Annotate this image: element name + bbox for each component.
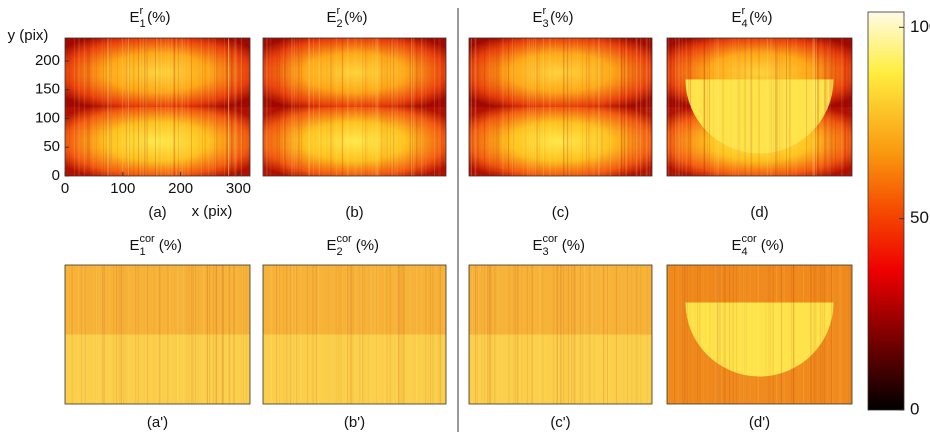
y-tick-label: 100: [35, 109, 60, 126]
panel-title: E1r (%): [130, 5, 171, 30]
panel-frame: [262, 264, 447, 405]
title-letter: E: [533, 9, 543, 26]
title-sub: 2: [337, 18, 343, 30]
panel-caption: (c'): [550, 414, 570, 431]
title-letter: E: [327, 237, 337, 254]
title-sub: 1: [140, 18, 146, 30]
panel-caption: (b): [345, 204, 363, 221]
heatmap-lower: [263, 107, 446, 176]
panel-caption: (a'): [147, 414, 168, 431]
title-sub: 2: [337, 246, 343, 258]
panel-title: E3r (%): [533, 5, 574, 30]
panel-frame: [666, 264, 853, 405]
heatmap-upper: [469, 265, 652, 335]
y-tick-label: 0: [52, 167, 60, 184]
title-sup: cor: [336, 233, 352, 245]
colorbar-tick-label: 0: [910, 399, 919, 418]
x-tick-label: 300: [226, 180, 251, 197]
x-axis-label: x (pix): [192, 203, 233, 220]
title-letter: E: [130, 9, 140, 26]
title-sup: cor: [542, 233, 558, 245]
panel-title: E4cor (%): [732, 233, 785, 258]
heatmap-upper: [65, 38, 250, 107]
panel-caption: (d): [750, 204, 768, 221]
title-letter: E: [130, 237, 140, 254]
title-unit: (%): [344, 9, 367, 26]
title-sup: r: [336, 5, 340, 17]
x-tick-label: 0: [61, 180, 69, 197]
title-unit: (%): [761, 237, 784, 254]
half-disc: [685, 302, 834, 377]
heatmap-lower: [263, 334, 446, 404]
title-unit: (%): [749, 9, 772, 26]
title-unit: (%): [147, 9, 170, 26]
y-tick-label: 150: [35, 81, 60, 98]
panel-frame: [64, 264, 251, 405]
panel-caption: (c): [552, 204, 570, 221]
title-sup: r: [139, 5, 143, 17]
title-sub: 4: [742, 18, 748, 30]
title-letter: E: [732, 237, 742, 254]
title-sup: r: [741, 5, 745, 17]
heatmap-lower: [65, 107, 250, 176]
panel-caption: (d'): [749, 414, 770, 431]
y-tick-label: 50: [43, 138, 60, 155]
title-sup: cor: [741, 233, 757, 245]
title-letter: E: [327, 9, 337, 26]
half-disc: [685, 79, 834, 154]
panel-title: E4r (%): [732, 5, 773, 30]
panel-frame: [666, 37, 853, 177]
panel-frame: [468, 264, 653, 405]
colorbar: [867, 11, 905, 411]
title-sub: 3: [543, 246, 549, 258]
heatmap-upper: [469, 38, 652, 107]
panel-frame: [64, 37, 251, 177]
title-letter: E: [533, 237, 543, 254]
panel-title: E2cor (%): [327, 233, 380, 258]
title-sub: 3: [543, 18, 549, 30]
x-tick-label: 200: [168, 180, 193, 197]
x-tick-label: 100: [110, 180, 135, 197]
title-unit: (%): [550, 9, 573, 26]
heatmap-upper: [65, 265, 250, 335]
panel-title: E2r (%): [327, 5, 368, 30]
title-unit: (%): [562, 237, 585, 254]
y-axis-label: y (pix): [8, 27, 49, 44]
panel-frame: [262, 37, 447, 177]
heatmap-lower: [65, 334, 250, 404]
panel-frame: [468, 37, 653, 177]
colorbar-tick-label: 100: [910, 17, 930, 36]
title-sub: 4: [742, 246, 748, 258]
title-sup: cor: [139, 233, 155, 245]
panel-caption: (a): [148, 204, 166, 221]
heatmap-lower: [469, 107, 652, 176]
y-tick-label: 200: [35, 52, 60, 69]
heatmap-upper: [263, 38, 446, 107]
heatmap-upper: [263, 265, 446, 335]
heatmap-lower: [469, 334, 652, 404]
title-letter: E: [732, 9, 742, 26]
panel-title: E1cor (%): [130, 233, 183, 258]
panel-title: E3cor (%): [533, 233, 586, 258]
title-sub: 1: [140, 246, 146, 258]
panel-caption: (b'): [344, 414, 365, 431]
colorbar-tick-label: 50: [910, 208, 929, 227]
title-sup: r: [542, 5, 546, 17]
title-unit: (%): [159, 237, 182, 254]
title-unit: (%): [356, 237, 379, 254]
